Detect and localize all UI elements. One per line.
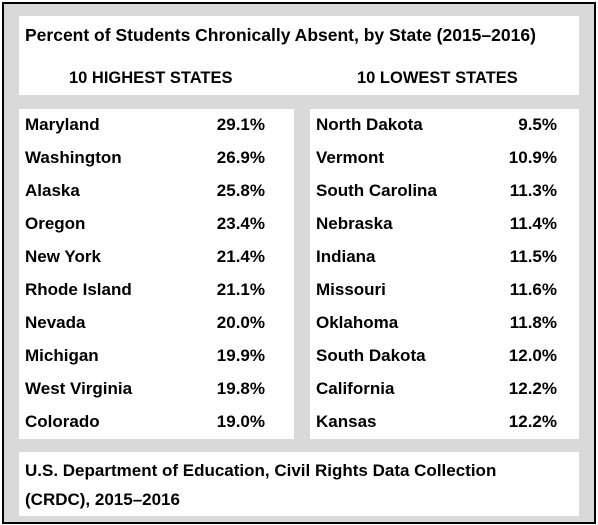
state-name: West Virginia xyxy=(25,379,133,398)
list-item: Kansas 12.2% xyxy=(310,406,579,439)
state-name: South Carolina xyxy=(316,181,437,200)
list-item: Nevada 20.0% xyxy=(19,307,294,340)
state-name: Washington xyxy=(25,148,122,167)
state-name: Colorado xyxy=(25,412,100,431)
list-item: South Carolina 11.3% xyxy=(310,175,579,208)
list-item: Maryland 29.1% xyxy=(19,109,294,142)
state-name: North Dakota xyxy=(316,115,423,134)
state-name: Kansas xyxy=(316,412,377,431)
state-name: Rhode Island xyxy=(25,280,132,299)
absence-percent: 19.0% xyxy=(216,412,265,431)
list-item: West Virginia 19.8% xyxy=(19,373,294,406)
state-name: Alaska xyxy=(25,181,80,200)
absence-percent: 10.9% xyxy=(508,148,557,167)
list-item: Nebraska 11.4% xyxy=(310,208,579,241)
highest-states-list: Maryland 29.1% Washington 26.9% Alaska 2… xyxy=(19,109,294,439)
state-name: Missouri xyxy=(316,280,386,299)
list-item: Washington 26.9% xyxy=(19,142,294,175)
absence-percent: 21.1% xyxy=(216,280,265,299)
state-name: Nevada xyxy=(25,313,86,332)
absence-percent: 20.0% xyxy=(216,313,265,332)
state-name: South Dakota xyxy=(316,346,426,365)
list-item: North Dakota 9.5% xyxy=(310,109,579,142)
list-item: Alaska 25.8% xyxy=(19,175,294,208)
source-citation: U.S. Department of Education, Civil Righ… xyxy=(25,461,497,509)
list-item: South Dakota 12.0% xyxy=(310,340,579,373)
absence-percent: 12.2% xyxy=(508,412,557,431)
page-title: Percent of Students Chronically Absent, … xyxy=(25,25,536,45)
absence-percent: 12.0% xyxy=(508,346,557,365)
state-name: California xyxy=(316,379,395,398)
state-name: Oklahoma xyxy=(316,313,399,332)
absence-percent: 26.9% xyxy=(216,148,265,167)
absence-percent: 11.3% xyxy=(509,181,557,200)
list-item: Oklahoma 11.8% xyxy=(310,307,579,340)
state-name: Nebraska xyxy=(316,214,393,233)
header-panel: Percent of Students Chronically Absent, … xyxy=(19,16,579,95)
absence-percent: 11.8% xyxy=(509,313,557,332)
absence-percent: 9.5% xyxy=(518,115,557,134)
state-name: Indiana xyxy=(316,247,376,266)
source-panel: U.S. Department of Education, Civil Righ… xyxy=(19,452,579,516)
lowest-states-heading: 10 LOWEST STATES xyxy=(357,69,518,87)
list-item: Colorado 19.0% xyxy=(19,406,294,439)
list-item: California 12.2% xyxy=(310,373,579,406)
list-item: Missouri 11.6% xyxy=(310,274,579,307)
state-name: New York xyxy=(25,247,101,266)
absence-percent: 19.9% xyxy=(216,346,265,365)
absence-percent: 25.8% xyxy=(216,181,265,200)
highest-states-heading: 10 HIGHEST STATES xyxy=(69,69,233,87)
absence-percent: 21.4% xyxy=(216,247,265,266)
absence-percent: 19.8% xyxy=(216,379,265,398)
state-name: Vermont xyxy=(316,148,385,167)
absence-percent: 29.1% xyxy=(216,115,265,134)
absence-percent: 12.2% xyxy=(508,379,557,398)
list-item: Indiana 11.5% xyxy=(310,241,579,274)
absence-percent: 11.4% xyxy=(509,214,557,233)
list-item: Vermont 10.9% xyxy=(310,142,579,175)
absence-percent: 11.6% xyxy=(509,280,557,299)
list-item: Oregon 23.4% xyxy=(19,208,294,241)
state-name: Oregon xyxy=(25,214,86,233)
list-item: Michigan 19.9% xyxy=(19,340,294,373)
absence-percent: 11.5% xyxy=(509,247,557,266)
list-item: New York 21.4% xyxy=(19,241,294,274)
state-name: Michigan xyxy=(25,346,99,365)
lowest-states-list: North Dakota 9.5% Vermont 10.9% South Ca… xyxy=(310,109,579,439)
state-name: Maryland xyxy=(25,115,100,134)
list-item: Rhode Island 21.1% xyxy=(19,274,294,307)
absence-percent: 23.4% xyxy=(216,214,265,233)
